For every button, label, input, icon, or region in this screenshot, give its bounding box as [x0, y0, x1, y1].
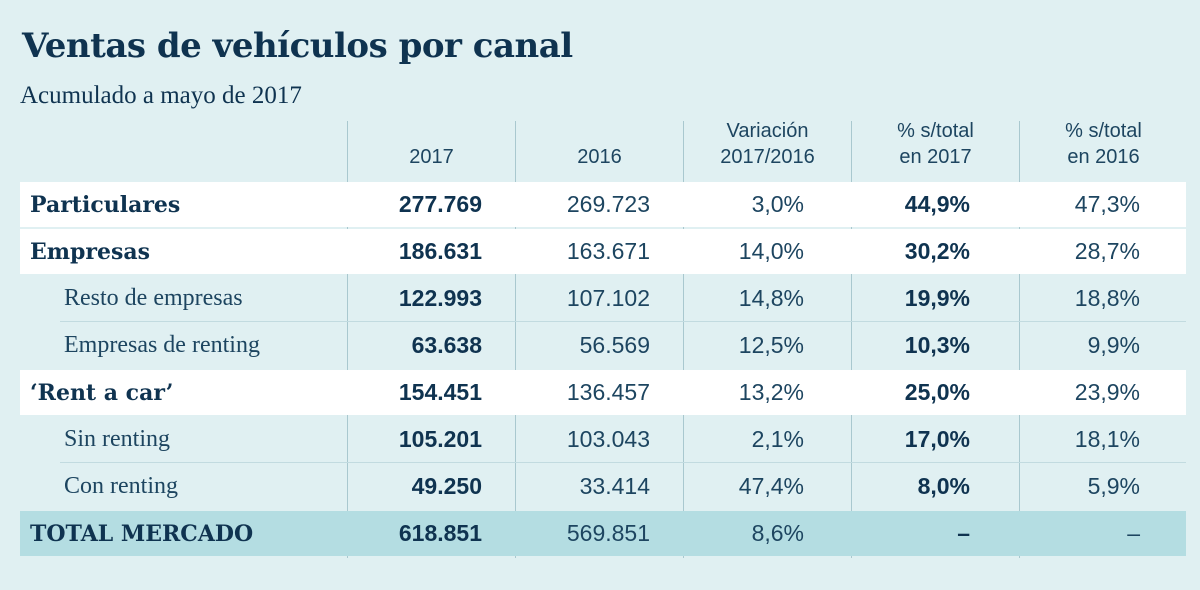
row-label: Sin renting	[64, 426, 170, 452]
cell-2017: 154.451	[398, 379, 482, 405]
cell-2017: 105.201	[398, 426, 482, 452]
header-pct-2016: % s/total en 2016	[1020, 114, 1187, 170]
column-divider	[515, 121, 516, 558]
table-row-particulares: Particulares 277.769 269.723 3,0% 44,9% …	[20, 182, 1186, 227]
cell-pct-2016: 18,8%	[1074, 285, 1140, 311]
cell-pct-2016: 47,3%	[1074, 191, 1140, 217]
header-variacion: Variación 2017/2016	[684, 114, 851, 170]
cell-pct-2017: 10,3%	[904, 332, 970, 358]
column-divider	[1019, 121, 1020, 558]
column-divider	[683, 121, 684, 558]
cell-2017: 618.851	[398, 520, 482, 546]
table-row-resto-empresas: Resto de empresas 122.993 107.102 14,8% …	[20, 276, 1186, 322]
cell-pct-2016: 5,9%	[1087, 473, 1140, 499]
cell-pct-2016: 18,1%	[1074, 426, 1140, 452]
row-label: Empresas de renting	[64, 332, 260, 358]
header-line: % s/total	[897, 120, 974, 142]
cell-variacion: 2,1%	[751, 426, 804, 452]
chart-title: Ventas de vehículos por canal	[22, 26, 573, 66]
header-line: 2016	[577, 146, 622, 168]
cell-2016: 269.723	[566, 191, 650, 217]
cell-variacion: 13,2%	[738, 379, 804, 405]
row-label: Resto de empresas	[64, 285, 243, 311]
cell-variacion: 14,0%	[738, 238, 804, 264]
header-line: % s/total	[1065, 120, 1142, 142]
table-row-sin-renting: Sin renting 105.201 103.043 2,1% 17,0% 1…	[20, 417, 1186, 463]
row-label: Empresas	[30, 238, 151, 265]
cell-pct-2017: 19,9%	[904, 285, 970, 311]
header-2017: 2017	[348, 114, 515, 170]
cell-pct-2016: 28,7%	[1074, 238, 1140, 264]
cell-2017: 122.993	[398, 285, 482, 311]
cell-2016: 136.457	[566, 379, 650, 405]
cell-2016: 56.569	[579, 332, 650, 358]
cell-2017: 49.250	[411, 473, 482, 499]
cell-pct-2017: –	[957, 520, 970, 546]
cell-variacion: 47,4%	[738, 473, 804, 499]
cell-variacion: 8,6%	[751, 520, 804, 546]
row-label: ‘Rent a car’	[30, 379, 174, 406]
cell-variacion: 3,0%	[751, 191, 804, 217]
cell-2016: 569.851	[566, 520, 650, 546]
table-row-con-renting: Con renting 49.250 33.414 47,4% 8,0% 5,9…	[20, 464, 1186, 509]
chart-subtitle: Acumulado a mayo de 2017	[20, 82, 302, 109]
header-2016: 2016	[516, 114, 683, 170]
cell-variacion: 12,5%	[738, 332, 804, 358]
cell-pct-2017: 25,0%	[904, 379, 970, 405]
header-line: 2017	[409, 146, 454, 168]
cell-pct-2016: 23,9%	[1074, 379, 1140, 405]
cell-pct-2017: 8,0%	[917, 473, 970, 499]
header-line: Variación	[726, 120, 809, 142]
header-pct-2017: % s/total en 2017	[852, 114, 1019, 170]
header-line: en 2017	[899, 146, 972, 168]
cell-2016: 107.102	[566, 285, 650, 311]
column-divider	[851, 121, 852, 558]
header-line: en 2016	[1067, 146, 1140, 168]
table-row-total-mercado: TOTAL MERCADO 618.851 569.851 8,6% – –	[20, 511, 1186, 556]
cell-pct-2017: 30,2%	[904, 238, 970, 264]
cell-2017: 186.631	[398, 238, 482, 264]
row-label: Con renting	[64, 473, 178, 499]
column-divider	[347, 121, 348, 558]
cell-variacion: 14,8%	[738, 285, 804, 311]
cell-2016: 33.414	[579, 473, 650, 499]
table-row-rent-a-car: ‘Rent a car’ 154.451 136.457 13,2% 25,0%…	[20, 370, 1186, 415]
cell-pct-2017: 44,9%	[904, 191, 970, 217]
cell-2016: 103.043	[566, 426, 650, 452]
cell-pct-2016: 9,9%	[1087, 332, 1140, 358]
cell-pct-2016: –	[1127, 520, 1140, 546]
header-line: 2017/2016	[720, 146, 815, 168]
cell-2017: 277.769	[398, 191, 482, 217]
cell-2016: 163.671	[566, 238, 650, 264]
row-label: TOTAL MERCADO	[30, 520, 254, 547]
table-row-empresas: Empresas 186.631 163.671 14,0% 30,2% 28,…	[20, 229, 1186, 274]
table-row-empresas-renting: Empresas de renting 63.638 56.569 12,5% …	[20, 323, 1186, 368]
cell-2017: 63.638	[411, 332, 482, 358]
row-label: Particulares	[30, 191, 181, 218]
cell-pct-2017: 17,0%	[904, 426, 970, 452]
